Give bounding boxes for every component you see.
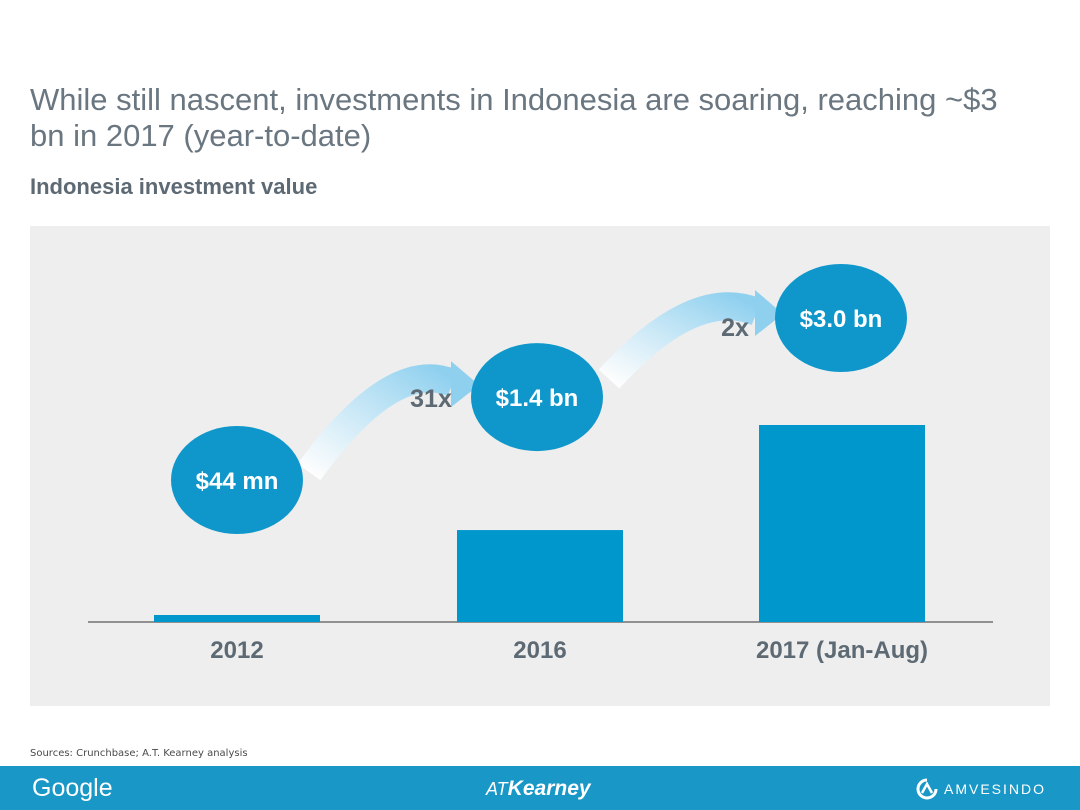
growth-arrowhead	[451, 361, 479, 408]
bar-2012	[154, 615, 320, 622]
growth-arrowhead	[755, 290, 783, 336]
x-tick-label: 2016	[513, 637, 566, 664]
x-tick-label: 2017 (Jan-Aug)	[756, 637, 928, 664]
growth-label: 2x	[721, 314, 749, 342]
growth-label: 31x	[410, 385, 452, 413]
bar-chart: 2012 2016 2017 (Jan-Aug) 31x 2x $44 mn $1.4 bn…	[88, 264, 993, 664]
amvesindo-logo-icon	[916, 778, 938, 800]
footer-bar: Google ATKearney AMVESINDO	[0, 766, 1080, 810]
amvesindo-logo: AMVESINDO	[916, 778, 1046, 800]
value-bubble	[171, 426, 303, 534]
x-tick-label: 2012	[210, 637, 263, 664]
kearney-logo-main: Kearney	[507, 777, 591, 800]
value-label: $1.4 bn	[496, 385, 579, 412]
growth-arrow	[297, 364, 459, 481]
chart-panel: 2012 2016 2017 (Jan-Aug) 31x 2x $44 mn $1.4 bn…	[30, 226, 1050, 706]
page-title: While still nascent, investments in Indo…	[30, 82, 998, 153]
amvesindo-logo-text: AMVESINDO	[944, 781, 1047, 797]
value-label: $44 mn	[196, 468, 279, 495]
growth-arrow	[598, 292, 763, 389]
kearney-logo-prefix: AT	[486, 779, 508, 799]
google-logo: Google	[32, 774, 113, 802]
chart-subtitle: Indonesia investment value	[30, 174, 318, 199]
value-label: $3.0 bn	[800, 306, 883, 333]
sources-note: Sources: Crunchbase; A.T. Kearney analys…	[30, 748, 248, 759]
value-bubble	[775, 264, 907, 372]
value-bubble	[471, 343, 603, 452]
bar-2016	[457, 530, 623, 622]
bar-2017 (Jan-Aug)	[759, 425, 925, 622]
kearney-logo: ATKearney	[486, 777, 591, 801]
